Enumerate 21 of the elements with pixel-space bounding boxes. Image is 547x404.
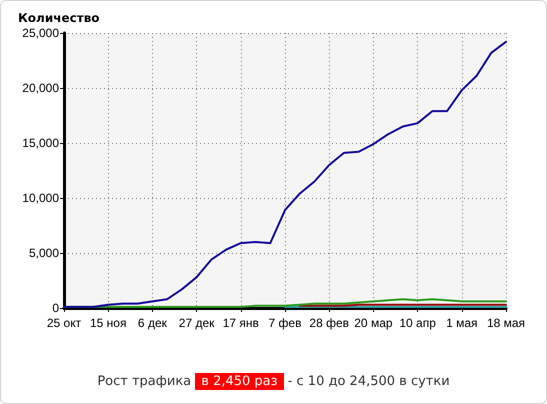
y-tick-label: 25,000 (22, 26, 60, 40)
x-tick-label: 1 мая (446, 316, 478, 330)
x-tick-label: 17 янв (222, 316, 259, 330)
x-tick-label: 28 фев (309, 316, 350, 330)
x-tick-label: 10 апр (399, 316, 436, 330)
text: - с 10 до 24,500 в сутки (288, 373, 450, 390)
x-tick-label: 6 дек (138, 316, 168, 330)
x-tick-label: 27 дек (178, 316, 216, 330)
x-tick-label: 15 ноя (90, 316, 126, 330)
text: в 2,450 раз (195, 373, 284, 390)
y-axis-title: Количество (18, 11, 100, 25)
x-tick-label: 18 мая (486, 316, 526, 330)
y-tick-label: 15,000 (22, 136, 60, 150)
x-tick-label: 20 мар (354, 316, 393, 330)
y-tick-label: 20,000 (22, 81, 60, 95)
x-tick-label: 7 фев (268, 316, 302, 330)
y-tick-label: 0 (52, 301, 60, 315)
text: Рост трафика (97, 373, 192, 390)
y-tick-label: 10,000 (22, 191, 60, 205)
x-tick-label: 25 окт (46, 316, 82, 330)
y-tick-label: 5,000 (28, 246, 60, 260)
